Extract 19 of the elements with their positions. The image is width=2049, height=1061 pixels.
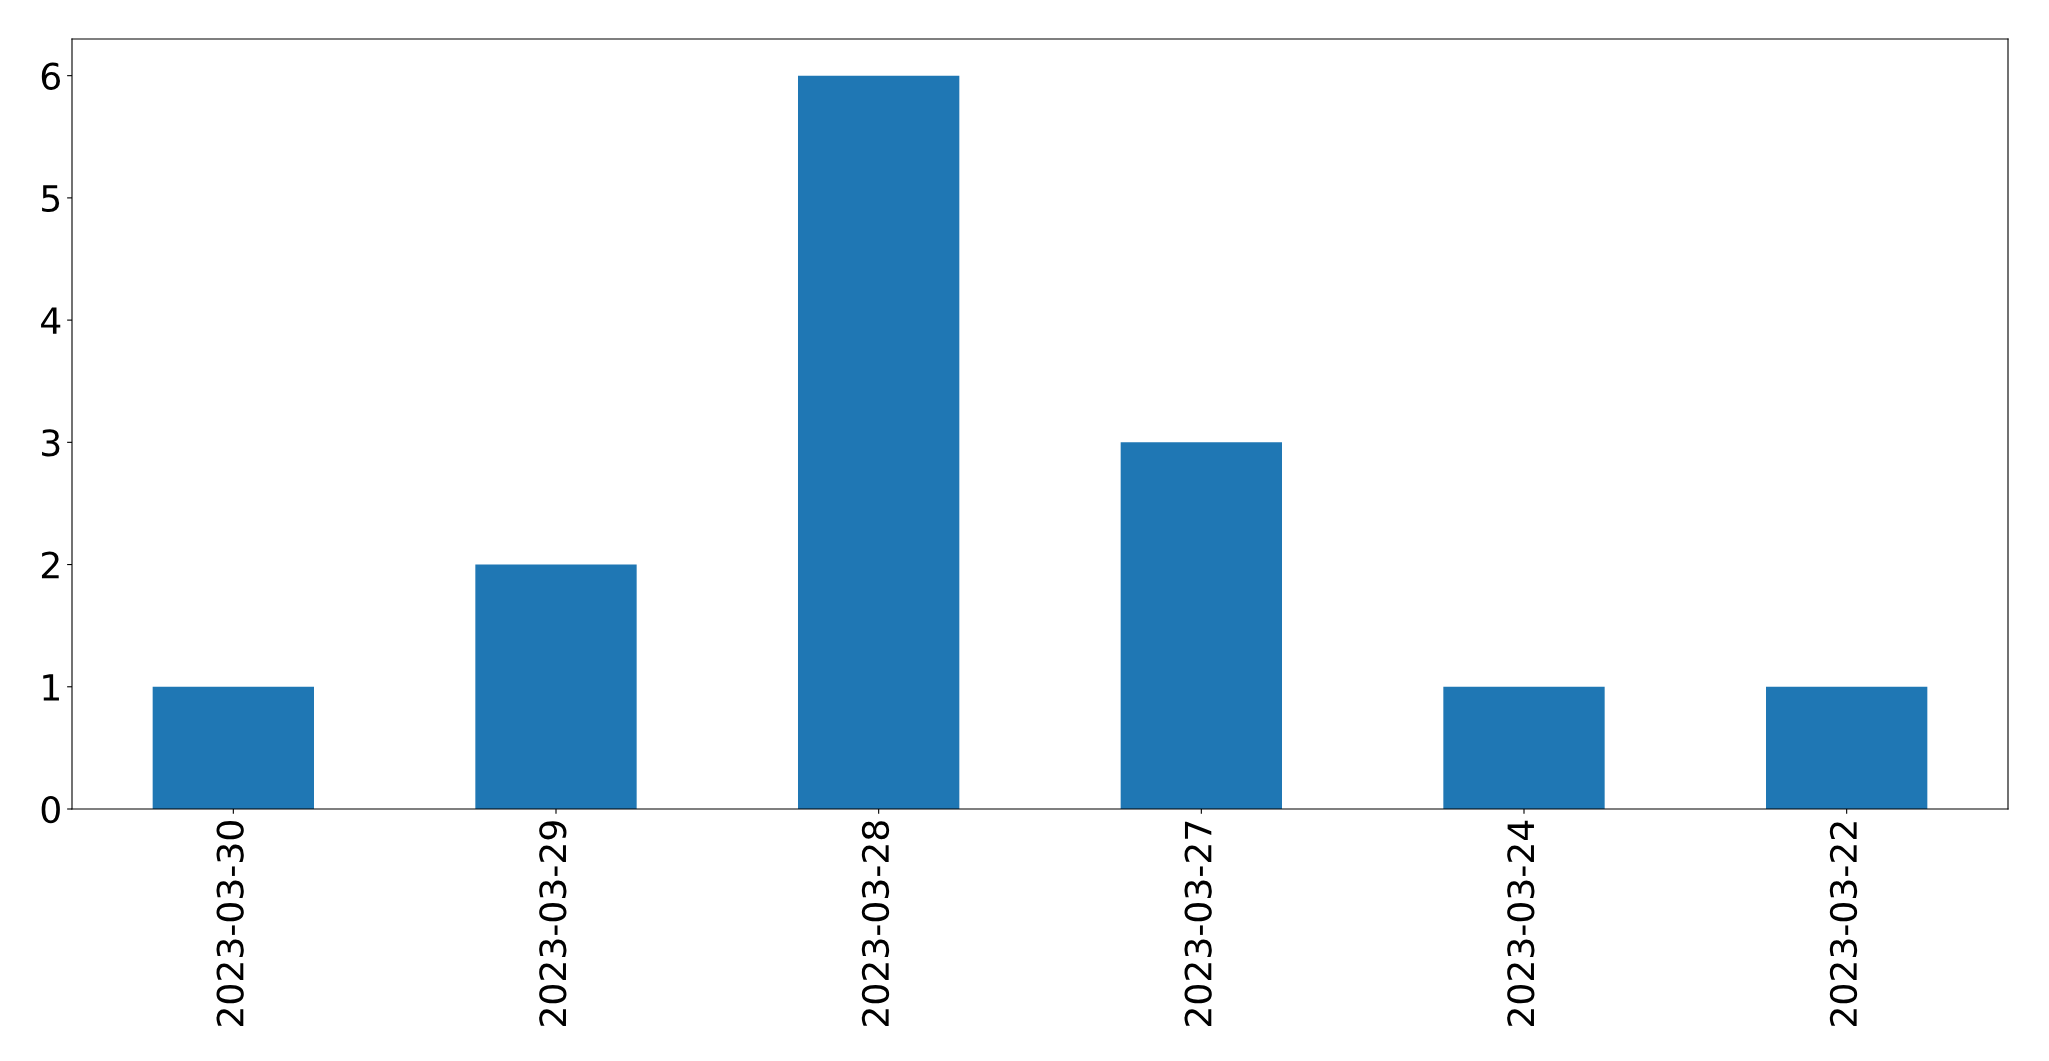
y-tick-label: 3: [42, 429, 60, 457]
x-tick-label: 2023-03-24: [1507, 820, 1535, 1026]
bar: [798, 75, 960, 809]
x-tick-label: 2023-03-27: [1184, 821, 1212, 1026]
y-tick-label: 4: [41, 307, 61, 334]
bar: [1766, 686, 1928, 809]
x-tick-label: 2023-03-28: [861, 821, 890, 1026]
y-tick-label: 2: [41, 551, 59, 579]
bar: [1120, 442, 1282, 809]
bar: [475, 564, 637, 809]
y-tick-label: 0: [41, 795, 60, 824]
x-tick-label: 2023-03-29: [539, 821, 567, 1026]
x-tick-label: 2023-03-22: [1829, 822, 1858, 1026]
y-tick-label: 5: [42, 185, 60, 213]
y-tick-label: 1: [43, 674, 59, 701]
x-tick-label: 2023-03-30: [216, 821, 244, 1026]
bar: [1443, 686, 1605, 809]
bar: [152, 686, 314, 809]
y-tick-label: 6: [41, 62, 60, 90]
